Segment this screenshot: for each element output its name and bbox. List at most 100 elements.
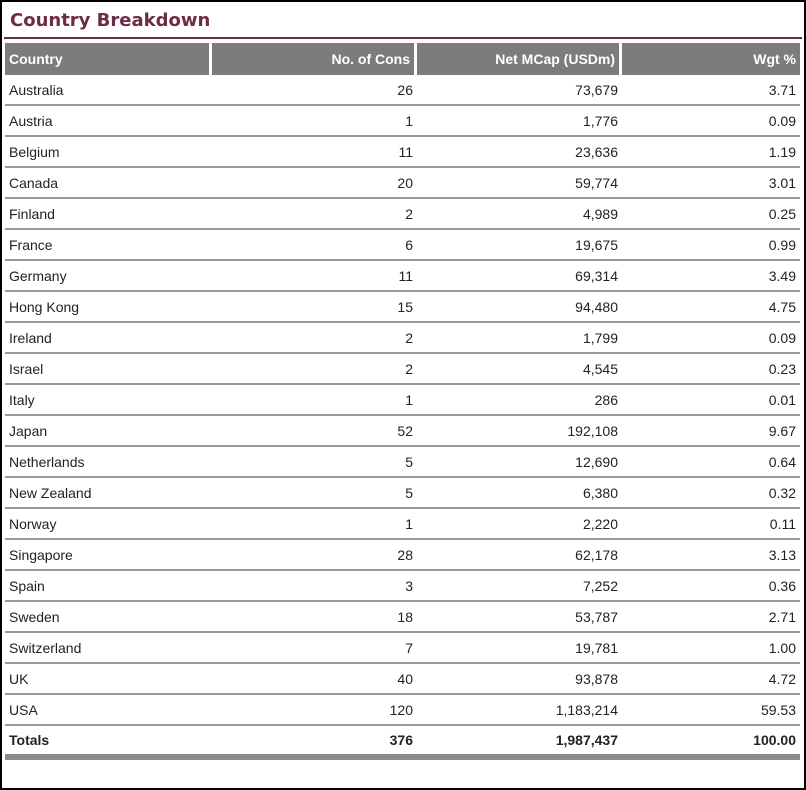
cons-cell: 40 — [212, 664, 417, 695]
mcap-cell: 19,781 — [417, 633, 622, 664]
country-cell: UK — [5, 664, 212, 695]
mcap-cell: 53,787 — [417, 602, 622, 633]
country-cell: Belgium — [5, 137, 212, 168]
weight-cell: 4.75 — [622, 292, 800, 323]
country-cell: Japan — [5, 416, 212, 447]
weight-cell: 3.49 — [622, 261, 800, 292]
country-cell: Canada — [5, 168, 212, 199]
weight-cell: 3.01 — [622, 168, 800, 199]
country-breakdown-table: Country No. of Cons Net MCap (USDm) Wgt … — [5, 43, 800, 760]
table-row: Germany 11 69,314 3.49 — [5, 261, 800, 292]
totals-mcap-cell: 1,987,437 — [417, 726, 622, 760]
table-row: Norway 1 2,220 0.11 — [5, 509, 800, 540]
mcap-cell: 2,220 — [417, 509, 622, 540]
weight-cell: 0.11 — [622, 509, 800, 540]
cons-cell: 15 — [212, 292, 417, 323]
weight-cell: 1.19 — [622, 137, 800, 168]
weight-cell: 2.71 — [622, 602, 800, 633]
table-row: Japan 52 192,108 9.67 — [5, 416, 800, 447]
country-cell: Australia — [5, 75, 212, 106]
table-row: Sweden 18 53,787 2.71 — [5, 602, 800, 633]
table-row: Netherlands 5 12,690 0.64 — [5, 447, 800, 478]
mcap-cell: 73,679 — [417, 75, 622, 106]
mcap-cell: 7,252 — [417, 571, 622, 602]
weight-cell: 9.67 — [622, 416, 800, 447]
totals-row: Totals 376 1,987,437 100.00 — [5, 726, 800, 760]
cons-cell: 28 — [212, 540, 417, 571]
country-cell: Singapore — [5, 540, 212, 571]
weight-cell: 0.01 — [622, 385, 800, 416]
table-row: Belgium 11 23,636 1.19 — [5, 137, 800, 168]
weight-cell: 0.64 — [622, 447, 800, 478]
table-row: Singapore 28 62,178 3.13 — [5, 540, 800, 571]
table-row: Canada 20 59,774 3.01 — [5, 168, 800, 199]
totals-country-cell: Totals — [5, 726, 212, 760]
weight-cell: 0.32 — [622, 478, 800, 509]
weight-cell: 0.09 — [622, 106, 800, 137]
table-row: Austria 1 1,776 0.09 — [5, 106, 800, 137]
header-country: Country — [5, 43, 212, 75]
table-row: Hong Kong 15 94,480 4.75 — [5, 292, 800, 323]
table-row: Italy 1 286 0.01 — [5, 385, 800, 416]
cons-cell: 1 — [212, 385, 417, 416]
mcap-cell: 4,989 — [417, 199, 622, 230]
cons-cell: 2 — [212, 323, 417, 354]
country-cell: Netherlands — [5, 447, 212, 478]
weight-cell: 59.53 — [622, 695, 800, 726]
mcap-cell: 4,545 — [417, 354, 622, 385]
country-cell: USA — [5, 695, 212, 726]
mcap-cell: 286 — [417, 385, 622, 416]
mcap-cell: 1,183,214 — [417, 695, 622, 726]
cons-cell: 18 — [212, 602, 417, 633]
table-row: Switzerland 7 19,781 1.00 — [5, 633, 800, 664]
header-net-mcap: Net MCap (USDm) — [417, 43, 622, 75]
cons-cell: 7 — [212, 633, 417, 664]
country-cell: Sweden — [5, 602, 212, 633]
cons-cell: 1 — [212, 106, 417, 137]
header-weight: Wgt % — [622, 43, 800, 75]
country-cell: Switzerland — [5, 633, 212, 664]
weight-cell: 3.13 — [622, 540, 800, 571]
country-cell: Spain — [5, 571, 212, 602]
table-row: UK 40 93,878 4.72 — [5, 664, 800, 695]
mcap-cell: 192,108 — [417, 416, 622, 447]
country-cell: Finland — [5, 199, 212, 230]
cons-cell: 2 — [212, 354, 417, 385]
mcap-cell: 62,178 — [417, 540, 622, 571]
mcap-cell: 12,690 — [417, 447, 622, 478]
table-row: New Zealand 5 6,380 0.32 — [5, 478, 800, 509]
table-row: Ireland 2 1,799 0.09 — [5, 323, 800, 354]
cons-cell: 11 — [212, 261, 417, 292]
cons-cell: 6 — [212, 230, 417, 261]
table-row: USA 120 1,183,214 59.53 — [5, 695, 800, 726]
mcap-cell: 1,799 — [417, 323, 622, 354]
mcap-cell: 59,774 — [417, 168, 622, 199]
cons-cell: 20 — [212, 168, 417, 199]
cons-cell: 5 — [212, 447, 417, 478]
totals-cons-cell: 376 — [212, 726, 417, 760]
country-cell: Hong Kong — [5, 292, 212, 323]
cons-cell: 1 — [212, 509, 417, 540]
mcap-cell: 23,636 — [417, 137, 622, 168]
weight-cell: 0.36 — [622, 571, 800, 602]
country-cell: Norway — [5, 509, 212, 540]
totals-weight-cell: 100.00 — [622, 726, 800, 760]
table-row: Finland 2 4,989 0.25 — [5, 199, 800, 230]
cons-cell: 5 — [212, 478, 417, 509]
table-row: Israel 2 4,545 0.23 — [5, 354, 800, 385]
table-row: France 6 19,675 0.99 — [5, 230, 800, 261]
page-title: Country Breakdown — [10, 10, 211, 31]
country-cell: Germany — [5, 261, 212, 292]
country-cell: Austria — [5, 106, 212, 137]
cons-cell: 52 — [212, 416, 417, 447]
country-cell: Israel — [5, 354, 212, 385]
header-row: Country No. of Cons Net MCap (USDm) Wgt … — [5, 43, 800, 75]
weight-cell: 1.00 — [622, 633, 800, 664]
country-cell: New Zealand — [5, 478, 212, 509]
country-cell: Ireland — [5, 323, 212, 354]
cons-cell: 11 — [212, 137, 417, 168]
mcap-cell: 93,878 — [417, 664, 622, 695]
title-divider — [4, 37, 802, 39]
weight-cell: 3.71 — [622, 75, 800, 106]
mcap-cell: 94,480 — [417, 292, 622, 323]
